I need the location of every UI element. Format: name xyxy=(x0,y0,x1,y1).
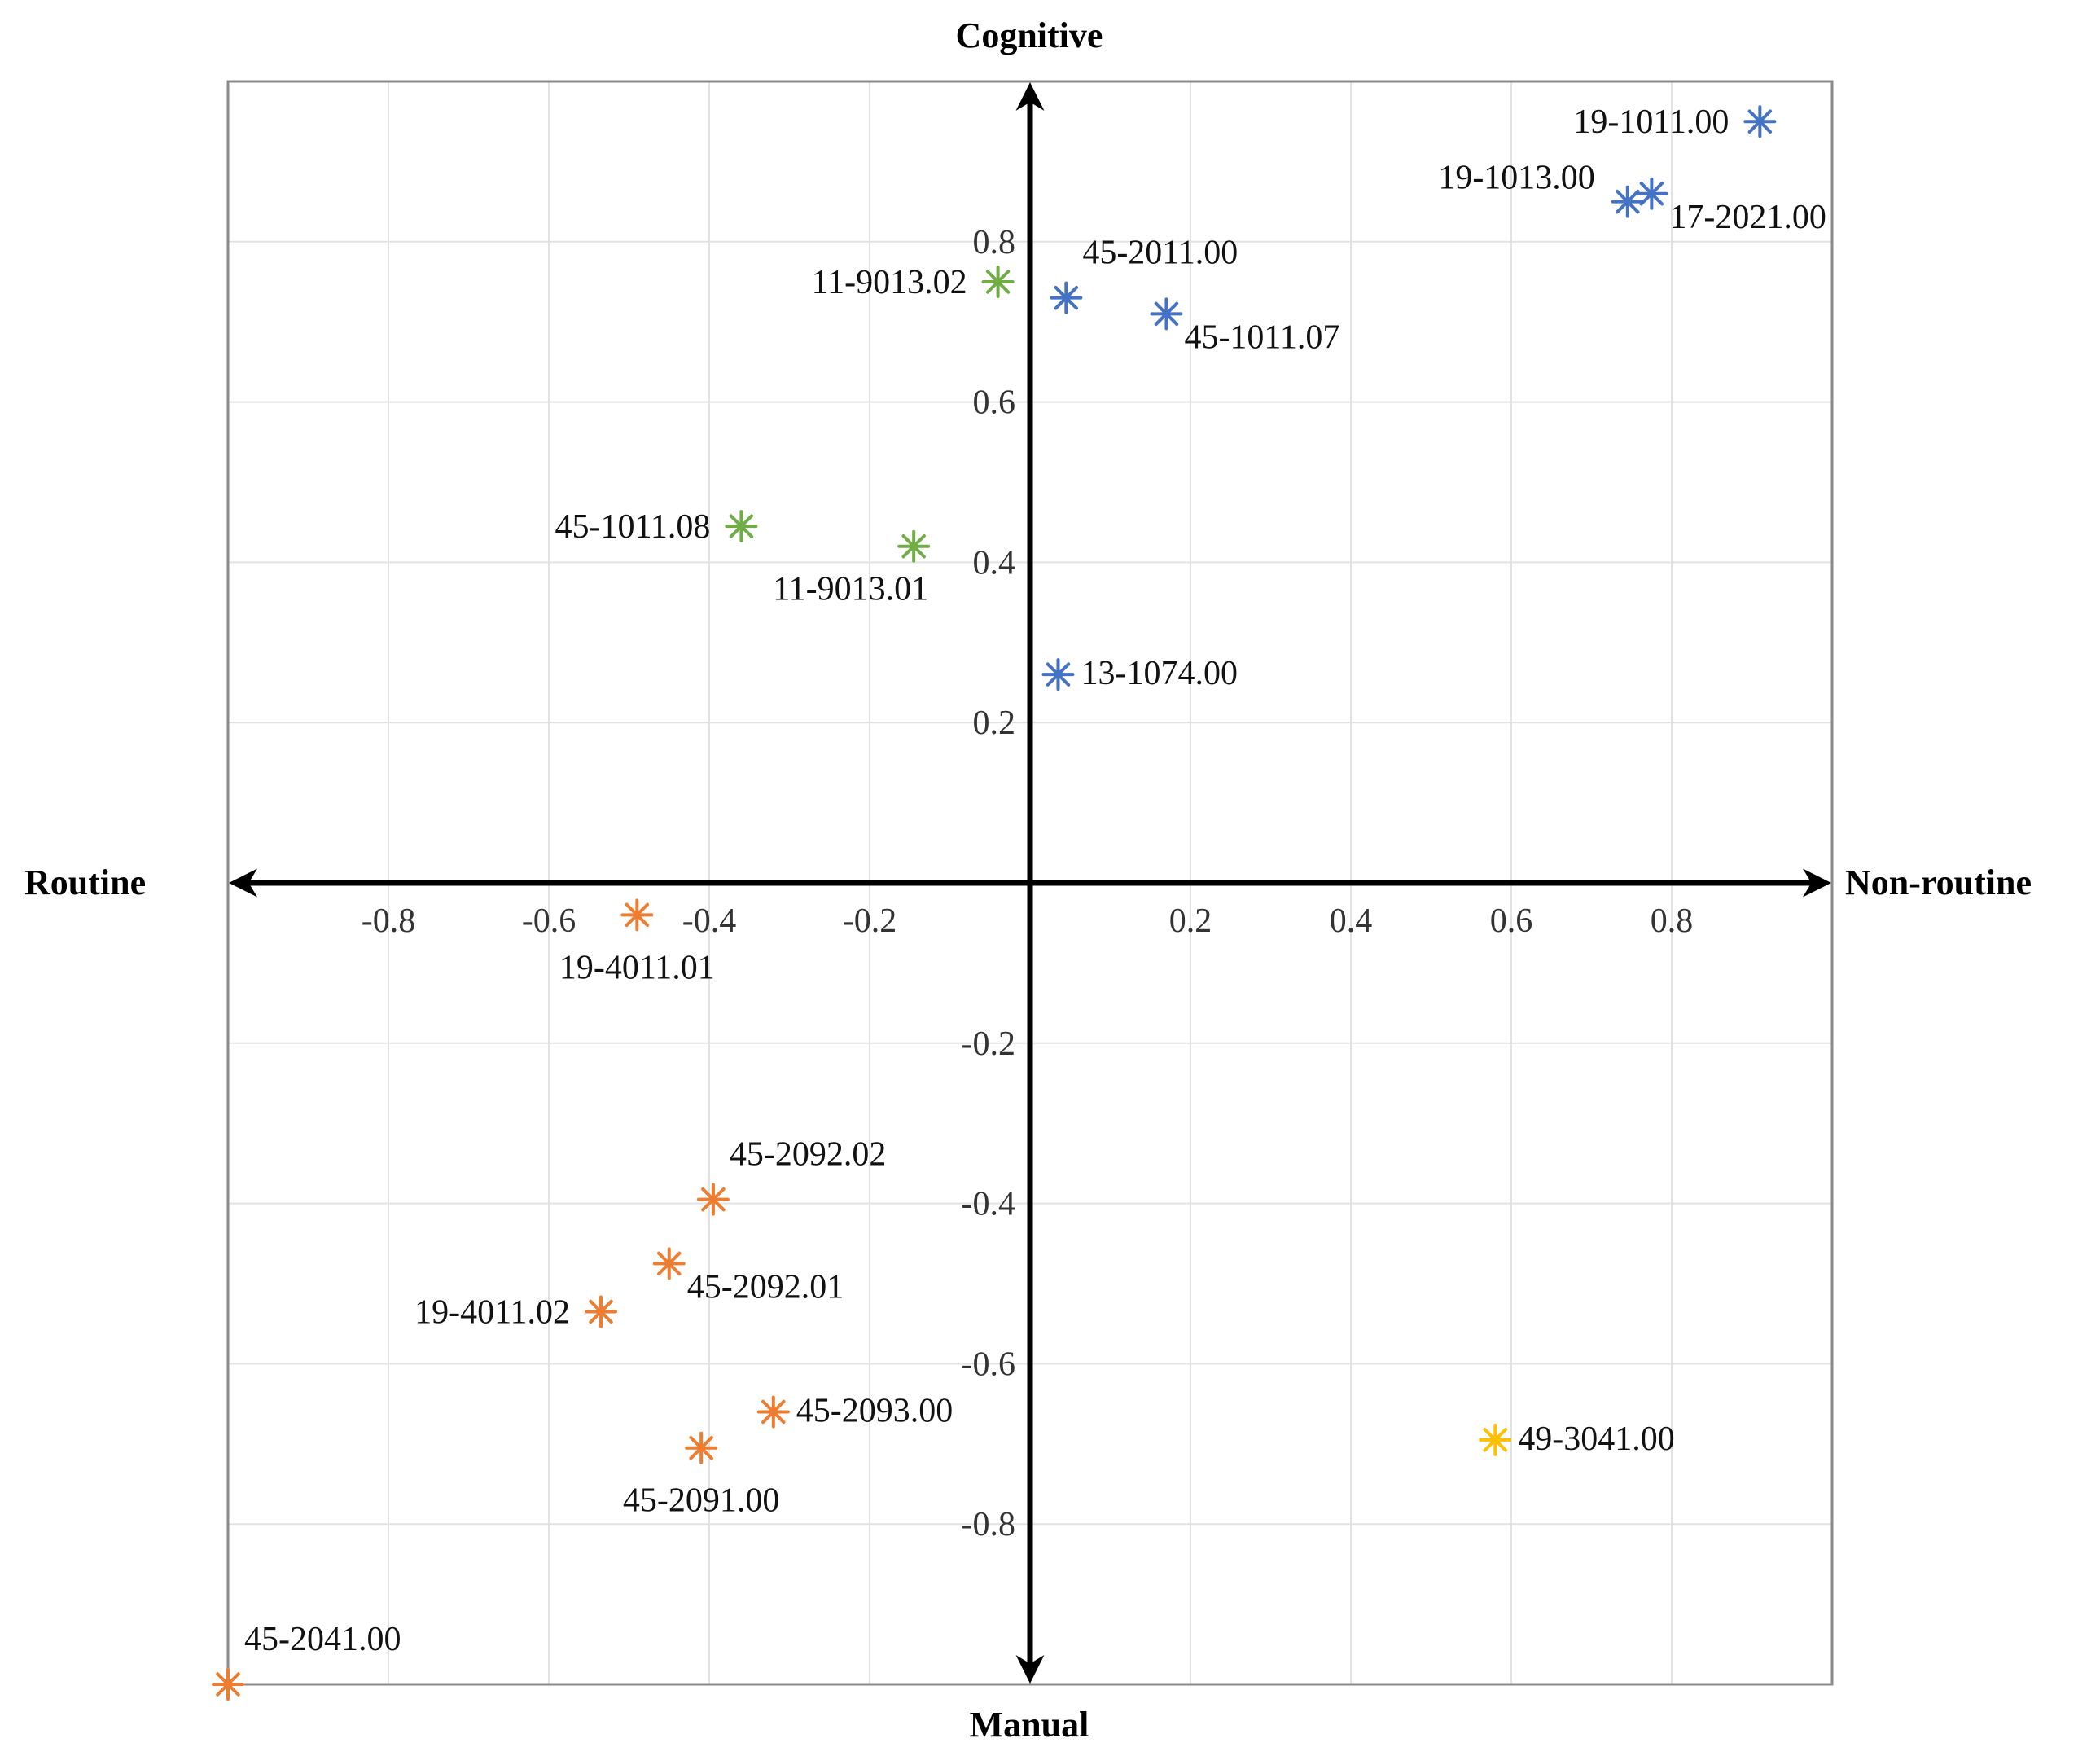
y-tick-label: -0.6 xyxy=(962,1346,1016,1383)
data-point: 45-2041.00 xyxy=(212,1621,401,1701)
data-point: 19-1011.00 xyxy=(1573,103,1777,141)
asterisk-marker xyxy=(1743,105,1777,138)
y-tick-label: -0.4 xyxy=(962,1186,1016,1223)
asterisk-marker xyxy=(1479,1423,1512,1456)
point-label: 11-9013.01 xyxy=(773,571,928,608)
asterisk-stroke xyxy=(1154,301,1179,327)
y-tick-label: -0.8 xyxy=(962,1506,1016,1543)
x-tick-label: 0.8 xyxy=(1651,902,1694,940)
data-point: 13-1074.00 xyxy=(1041,655,1238,692)
asterisk-marker xyxy=(685,1431,718,1464)
x-tick-label: -0.4 xyxy=(682,902,737,940)
asterisk-marker xyxy=(897,529,931,563)
asterisk-stroke xyxy=(1747,109,1773,134)
asterisk-marker xyxy=(725,510,758,543)
point-label: 11-9013.02 xyxy=(812,264,967,301)
point-label: 45-2091.00 xyxy=(623,1482,780,1520)
asterisk-stroke xyxy=(689,1435,713,1460)
data-point: 19-4011.01 xyxy=(559,898,715,986)
asterisk-marker xyxy=(696,1183,730,1216)
asterisk-stroke xyxy=(901,533,926,559)
data-point: 45-2011.00 xyxy=(1050,235,1238,314)
point-label: 19-4011.01 xyxy=(559,949,715,986)
point-label: 17-2021.00 xyxy=(1669,199,1826,236)
asterisk-marker xyxy=(620,898,654,932)
point-label: 49-3041.00 xyxy=(1518,1420,1675,1458)
data-point: 11-9013.02 xyxy=(812,264,1015,301)
axis-label-cognitive: Cognitive xyxy=(956,15,1103,55)
point-label: 19-1011.00 xyxy=(1573,103,1729,141)
asterisk-marker xyxy=(212,1668,244,1701)
asterisk-marker xyxy=(756,1395,790,1429)
asterisk-marker xyxy=(1611,185,1644,218)
data-point: 45-2091.00 xyxy=(623,1431,780,1520)
axes xyxy=(229,82,1831,1684)
asterisk-marker xyxy=(1041,658,1075,691)
asterisk-stroke xyxy=(985,270,1011,294)
x-tick-label: 0.4 xyxy=(1330,902,1373,940)
y-tick-label: -0.2 xyxy=(962,1025,1016,1063)
data-point: 45-2093.00 xyxy=(756,1392,954,1429)
asterisk-stroke xyxy=(1046,662,1071,687)
y-tick-label: 0.2 xyxy=(973,705,1016,742)
asterisk-stroke xyxy=(729,514,754,538)
asterisk-stroke xyxy=(761,1399,786,1425)
data-point: 19-4011.02 xyxy=(414,1293,618,1331)
tick-labels: -0.8 -0.6 -0.4 -0.2 0.2 0.4 0.6 0.8 0.8 0.6 0.4 0.2… xyxy=(362,224,1694,1543)
axis-label-non-routine: Non-routine xyxy=(1845,863,2032,902)
x-tick-label: 0.6 xyxy=(1490,902,1533,940)
data-points: 19-1011.00 19-1013.00 17-2021.00 45-2011.00… xyxy=(212,103,1826,1701)
asterisk-marker xyxy=(1635,177,1668,210)
y-tick-label: 0.6 xyxy=(973,384,1016,422)
asterisk-stroke xyxy=(216,1672,240,1697)
point-label: 45-2011.00 xyxy=(1082,235,1238,272)
point-label: 13-1074.00 xyxy=(1081,655,1238,692)
data-point: 49-3041.00 xyxy=(1479,1420,1675,1458)
axis-label-manual: Manual xyxy=(970,1705,1089,1745)
asterisk-stroke xyxy=(1616,189,1640,214)
point-label: 45-2092.02 xyxy=(730,1136,887,1174)
asterisk-stroke xyxy=(625,902,650,928)
asterisk-stroke xyxy=(1054,285,1079,310)
y-tick-label: 0.8 xyxy=(973,224,1016,261)
asterisk-stroke xyxy=(701,1187,726,1212)
x-tick-label: -0.6 xyxy=(522,902,577,940)
asterisk-marker xyxy=(981,266,1015,298)
point-label: 19-1013.00 xyxy=(1438,160,1595,197)
data-point: 45-1011.07 xyxy=(1150,297,1339,356)
x-tick-label: 0.2 xyxy=(1169,902,1212,940)
x-tick-label: -0.2 xyxy=(843,902,897,940)
point-label: 45-1011.07 xyxy=(1184,318,1339,356)
data-point: 45-2092.01 xyxy=(652,1247,844,1306)
point-label: 45-2093.00 xyxy=(796,1392,954,1429)
point-label: 45-2092.01 xyxy=(687,1268,844,1306)
asterisk-stroke xyxy=(1639,182,1664,206)
asterisk-marker xyxy=(1050,281,1083,314)
asterisk-stroke xyxy=(589,1299,613,1324)
data-point: 11-9013.01 xyxy=(773,529,931,608)
data-point: 45-2092.02 xyxy=(696,1136,887,1216)
asterisk-marker xyxy=(585,1295,618,1328)
x-tick-label: -0.8 xyxy=(362,902,416,940)
point-label: 45-2041.00 xyxy=(244,1621,401,1658)
asterisk-stroke xyxy=(1483,1428,1508,1452)
data-point: 19-1013.00 xyxy=(1438,160,1644,218)
asterisk-marker xyxy=(1150,297,1183,331)
axis-label-routine: Routine xyxy=(24,863,146,902)
point-label: 45-1011.08 xyxy=(555,508,710,546)
point-label: 19-4011.02 xyxy=(414,1293,570,1331)
asterisk-stroke xyxy=(657,1251,682,1276)
asterisk-marker xyxy=(652,1247,686,1280)
y-tick-label: 0.4 xyxy=(973,544,1016,582)
data-point: 45-1011.08 xyxy=(555,508,758,546)
data-point: 17-2021.00 xyxy=(1635,177,1826,236)
plot-frame xyxy=(226,80,1834,1686)
